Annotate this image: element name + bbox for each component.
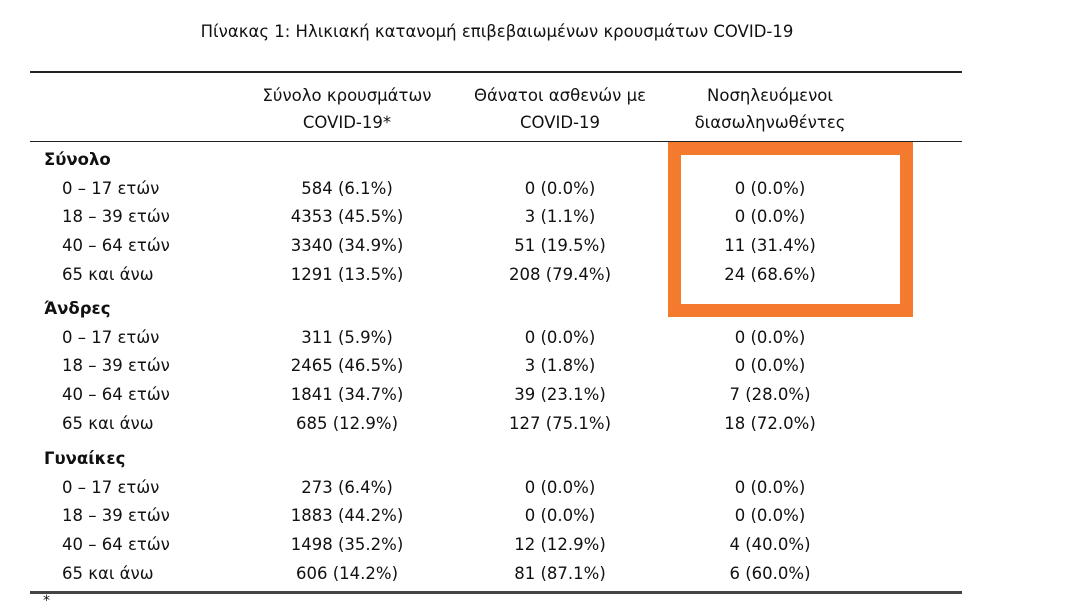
row-age-group: 18 – 39 ετών	[62, 207, 170, 227]
cell-deaths: 51 (19.5%)	[514, 236, 606, 256]
cell-deaths: 12 (12.9%)	[514, 535, 606, 555]
row-age-group: 18 – 39 ετών	[62, 506, 170, 526]
row-age-group: 0 – 17 ετών	[62, 477, 160, 497]
cell-deaths: 3 (1.1%)	[524, 207, 596, 227]
section-label: Άνδρες	[44, 299, 111, 318]
cell-cases: 584 (6.1%)	[301, 178, 393, 198]
cell-intubated: 0 (0.0%)	[734, 506, 806, 526]
cell-deaths: 0 (0.0%)	[524, 327, 596, 347]
cell-intubated: 0 (0.0%)	[734, 178, 806, 198]
cell-cases: 1841 (34.7%)	[290, 385, 404, 405]
cell-cases: 2465 (46.5%)	[290, 356, 404, 376]
cell-intubated: 6 (60.0%)	[729, 563, 811, 583]
cell-intubated: 18 (72.0%)	[724, 413, 816, 433]
row-age-group: 65 και άνω	[62, 264, 154, 284]
highlight-box	[668, 142, 913, 317]
cell-deaths: 81 (87.1%)	[514, 563, 606, 583]
cell-intubated: 0 (0.0%)	[734, 207, 806, 227]
row-age-group: 40 – 64 ετών	[62, 535, 170, 555]
cell-deaths: 0 (0.0%)	[524, 477, 596, 497]
cell-cases: 273 (6.4%)	[301, 477, 393, 497]
cell-cases: 311 (5.9%)	[301, 327, 393, 347]
row-age-group: 0 – 17 ετών	[62, 327, 160, 347]
table-title: Πίνακας 1: Ηλικιακή κατανομή επιβεβαιωμέ…	[200, 22, 794, 41]
cell-deaths: 127 (75.1%)	[508, 413, 612, 433]
cell-deaths: 3 (1.8%)	[524, 356, 596, 376]
cell-cases: 1883 (44.2%)	[290, 506, 404, 526]
cell-intubated: 24 (68.6%)	[724, 264, 816, 284]
bottom-rule	[30, 591, 962, 594]
cell-cases: 606 (14.2%)	[295, 563, 399, 583]
cell-deaths: 208 (79.4%)	[508, 264, 612, 284]
cell-deaths: 0 (0.0%)	[524, 506, 596, 526]
header-deaths-line1: Θάνατοι ασθενών με	[473, 86, 647, 105]
cell-cases: 685 (12.9%)	[295, 413, 399, 433]
cell-intubated: 0 (0.0%)	[734, 477, 806, 497]
header-rule	[30, 141, 962, 142]
section-label: Γυναίκες	[44, 449, 126, 468]
row-age-group: 0 – 17 ετών	[62, 178, 160, 198]
top-rule	[30, 71, 962, 73]
cell-intubated: 0 (0.0%)	[734, 356, 806, 376]
cell-intubated: 0 (0.0%)	[734, 327, 806, 347]
cell-intubated: 7 (28.0%)	[729, 385, 811, 405]
section-label: Σύνολο	[44, 150, 111, 169]
cell-deaths: 0 (0.0%)	[524, 178, 596, 198]
row-age-group: 65 και άνω	[62, 413, 154, 433]
footnote-marker: *	[43, 593, 50, 609]
cell-intubated: 11 (31.4%)	[724, 236, 816, 256]
header-intubated-line2: διασωληνωθέντες	[694, 113, 846, 132]
cell-cases: 4353 (45.5%)	[290, 207, 404, 227]
cell-deaths: 39 (23.1%)	[514, 385, 606, 405]
row-age-group: 18 – 39 ετών	[62, 356, 170, 376]
cell-cases: 1498 (35.2%)	[290, 535, 404, 555]
header-cases-line2: COVID-19*	[302, 113, 392, 132]
header-cases-line1: Σύνολο κρουσμάτων	[262, 86, 432, 105]
row-age-group: 40 – 64 ετών	[62, 236, 170, 256]
cell-intubated: 4 (40.0%)	[729, 535, 811, 555]
header-intubated-line1: Νοσηλευόμενοι	[707, 86, 833, 105]
cell-cases: 1291 (13.5%)	[290, 264, 404, 284]
header-deaths-line2: COVID-19	[519, 113, 601, 132]
cell-cases: 3340 (34.9%)	[290, 236, 404, 256]
row-age-group: 40 – 64 ετών	[62, 385, 170, 405]
row-age-group: 65 και άνω	[62, 563, 154, 583]
